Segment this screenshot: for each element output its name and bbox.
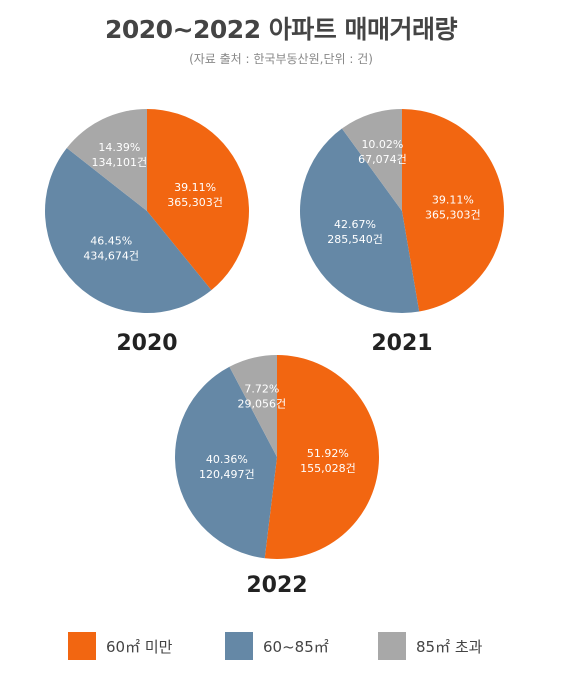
slice-count-label-2022-over-85: 29,056건 [238, 398, 287, 411]
pie-slice-2020-60-85 [44, 147, 212, 314]
legend: 60㎡ 미만 60~85㎡ 85㎡ 초과 [0, 632, 562, 660]
pie-title-2022: 2022 [246, 573, 307, 598]
slice-count-label-2020-60-85: 434,674건 [83, 249, 139, 262]
slice-count-label-2021-60-85: 285,540건 [327, 233, 383, 246]
legend-swatch-60-85 [225, 632, 253, 660]
slice-percent-label-2022-over-85: 7.72% [244, 383, 279, 396]
slice-count-label-2022-60-85: 120,497건 [199, 468, 255, 481]
slice-percent-label-2020-60-85: 46.45% [90, 234, 132, 247]
legend-item-60-85: 60~85㎡ [225, 632, 329, 660]
pie-slice-2022-under-60 [264, 355, 379, 559]
pie-title-2021: 2021 [371, 331, 432, 356]
pie-slice-2020-under-60 [147, 109, 250, 291]
slice-percent-label-2021-under-60: 39.11% [432, 194, 474, 207]
legend-label-under-60: 60㎡ 미만 [106, 637, 173, 656]
legend-label-over-85: 85㎡ 초과 [416, 637, 483, 656]
legend-swatch-under-60 [68, 632, 96, 660]
slice-count-label-2021-over-85: 67,074건 [358, 153, 407, 166]
legend-swatch-over-85 [378, 632, 406, 660]
pie-title-2020: 2020 [116, 331, 177, 356]
legend-label-60-85: 60~85㎡ [263, 637, 329, 656]
slice-count-label-2021-under-60: 365,303건 [425, 209, 481, 222]
slice-count-label-2020-over-85: 134,101건 [92, 156, 148, 169]
pie-slice-2021-over-85 [341, 109, 402, 211]
pie-slice-2022-60-85 [175, 366, 277, 559]
slice-percent-label-2020-over-85: 14.39% [98, 141, 140, 154]
slice-percent-label-2020-under-60: 39.11% [174, 181, 216, 194]
pie-slice-2021-under-60 [402, 109, 505, 312]
slice-count-label-2020-under-60: 365,303건 [167, 196, 223, 209]
slice-percent-label-2022-60-85: 40.36% [206, 453, 248, 466]
chart-title: 2020~2022 아파트 매매거래량 [104, 15, 458, 44]
pie-slice-2022-over-85 [229, 355, 277, 457]
chart-subtitle: (자료 출처 : 한국부동산원,단위 : 건) [189, 52, 373, 66]
slice-percent-label-2021-60-85: 42.67% [334, 218, 376, 231]
legend-item-over-85: 85㎡ 초과 [378, 632, 482, 660]
pie-slice-2020-over-85 [66, 109, 147, 211]
slice-percent-label-2021-over-85: 10.02% [361, 138, 403, 151]
slice-percent-label-2022-under-60: 51.92% [307, 447, 349, 460]
pie-slice-2021-60-85 [300, 128, 420, 313]
slice-count-label-2022-under-60: 155,028건 [300, 462, 356, 475]
legend-item-under-60: 60㎡ 미만 [68, 632, 172, 660]
